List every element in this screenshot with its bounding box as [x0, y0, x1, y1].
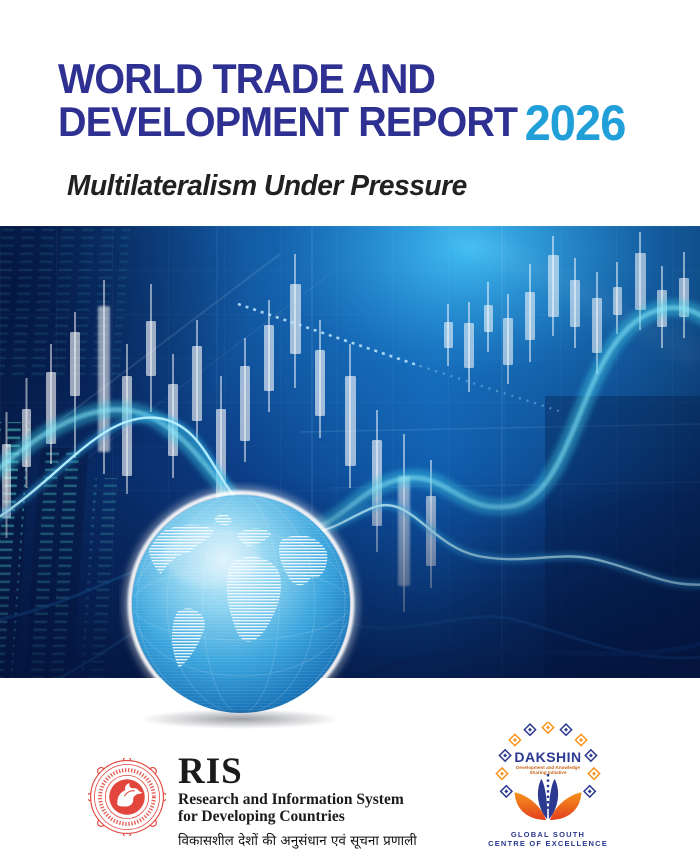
dove-icon [117, 783, 143, 807]
report-title-line2-text: DEVELOPMENT REPORT [58, 98, 518, 145]
ris-name-line2: for Developing Countries [178, 807, 345, 825]
ris-seal-icon [88, 758, 166, 836]
title-block: WORLD TRADE AND DEVELOPMENT REPORT 2026 [58, 55, 662, 149]
dakshin-org-line2: CENTRE OF EXCELLENCE [488, 839, 608, 848]
cover-hero-image [0, 226, 700, 678]
globe-illustration [123, 486, 359, 722]
dakshin-dotted-line [546, 774, 550, 809]
report-title-line2: DEVELOPMENT REPORT 2026 [58, 98, 626, 148]
dakshin-tagline-line2: Sharing Initiative [529, 770, 567, 775]
report-title-line1: WORLD TRADE AND [58, 55, 436, 102]
report-year: 2026 [524, 95, 627, 151]
dakshin-tagline-line1: Development and Knowledge [515, 765, 581, 770]
ris-name-line1: Research and Information System [178, 791, 404, 808]
dakshin-org-line1: GLOBAL SOUTH [510, 830, 586, 839]
report-subtitle: Multilateralism Under Pressure [67, 170, 467, 202]
globe-shadow [140, 709, 340, 729]
ris-acronym: RIS [178, 751, 243, 792]
dakshin-logo-block: DAKSHIN Development and Knowledge Sharin… [486, 722, 610, 848]
dakshin-lotus-icon [514, 778, 582, 821]
ris-name-hindi: विकासशील देशों की अनुसंधान एवं सूचना प्र… [178, 833, 417, 849]
dakshin-name: DAKSHIN [514, 749, 582, 765]
dakshin-kite-arc-icon [495, 722, 601, 799]
